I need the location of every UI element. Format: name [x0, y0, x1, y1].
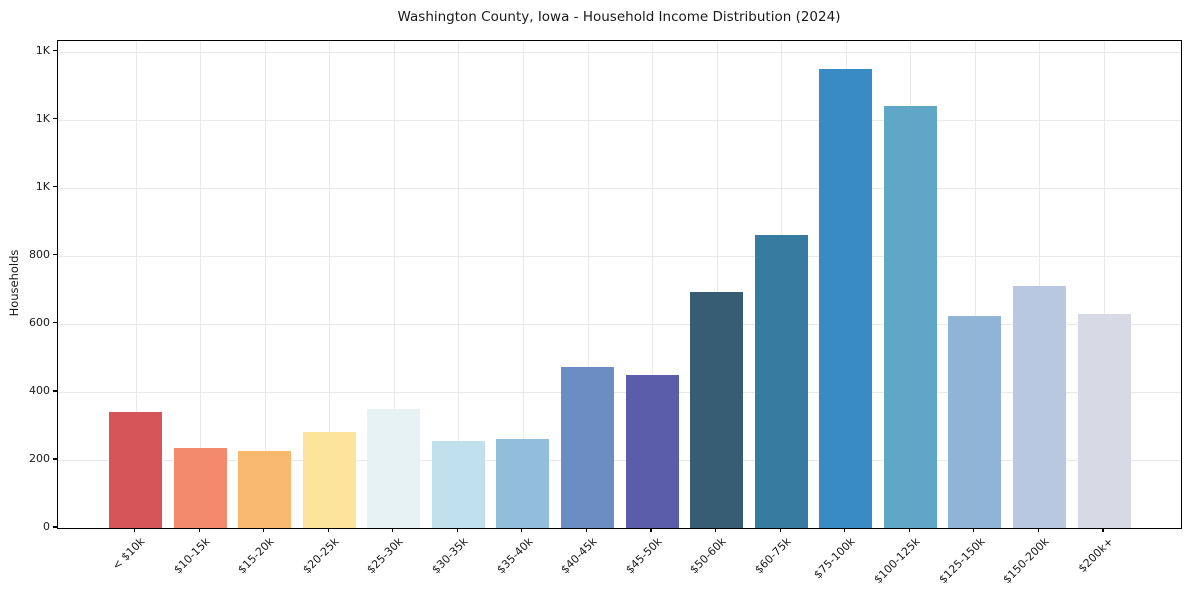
y-tick-mark [53, 390, 57, 392]
gridline-horizontal [58, 392, 1181, 393]
y-tick-mark [53, 526, 57, 528]
gridline-vertical [652, 41, 653, 528]
x-tick-label: $25-30k [364, 535, 407, 577]
chart-title: Washington County, Iowa - Household Inco… [397, 9, 841, 25]
bar-200k [1077, 313, 1131, 528]
y-tick-label: 0 [43, 520, 50, 533]
y-tick-label: 800 [29, 247, 50, 261]
x-tick-mark [263, 528, 265, 532]
gridline-horizontal [58, 119, 1181, 121]
gridline-vertical [522, 41, 524, 528]
x-tick-mark [392, 528, 394, 532]
bar-40-45k [561, 366, 614, 528]
gridline-horizontal [58, 51, 1181, 53]
x-tick-label: < $10k [110, 535, 148, 573]
gridline-horizontal [58, 187, 1181, 189]
bar-150-200k [1012, 285, 1066, 528]
gridline-vertical [200, 41, 202, 528]
x-tick-mark [456, 528, 458, 532]
x-tick-label: $10-15k [171, 535, 213, 577]
x-tick-label: $125-150k [935, 535, 988, 587]
bar-100-125k [883, 105, 937, 528]
x-tick-mark [908, 528, 910, 532]
x-tick-label: $30-35k [429, 535, 471, 577]
x-tick-mark [198, 528, 200, 532]
y-tick-label: 400 [29, 384, 50, 397]
gridline-vertical [264, 41, 266, 528]
bar-125-150k [948, 316, 1002, 528]
x-tick-mark [779, 528, 781, 532]
y-tick-mark [53, 50, 57, 52]
x-tick-mark [715, 528, 717, 532]
y-tick-mark [53, 458, 57, 460]
y-tick-mark [53, 254, 57, 256]
x-tick-label: $40-45k [558, 535, 600, 577]
gridline-vertical [716, 41, 718, 528]
y-tick-label: 1K [35, 111, 50, 125]
gridline-vertical [393, 41, 395, 528]
bar-10-15k [173, 447, 227, 528]
x-tick-mark [521, 528, 523, 532]
gridline-vertical [1039, 41, 1041, 528]
x-tick-mark [1037, 528, 1039, 532]
gridline-horizontal [58, 460, 1181, 461]
x-tick-label: $150-200k [1000, 535, 1052, 587]
bar-50-60k [690, 292, 744, 528]
y-tick-label: 1K [35, 43, 50, 57]
x-tick-label: $35-40k [493, 535, 536, 577]
y-tick-label: 1K [35, 179, 50, 193]
x-tick-mark [327, 528, 329, 532]
gridline-horizontal [58, 323, 1181, 325]
x-tick-label: $200k+ [1076, 535, 1117, 576]
bar-30-35k [431, 441, 485, 528]
x-tick-mark [1102, 528, 1104, 532]
x-tick-mark [973, 528, 975, 532]
bar-15-20k [238, 451, 292, 528]
x-tick-label: $45-50k [622, 535, 665, 577]
bar-45-50k [625, 374, 679, 528]
y-tick-mark [53, 118, 57, 120]
gridline-horizontal [58, 255, 1181, 257]
x-tick-mark [844, 528, 846, 532]
x-tick-label: $50-60k [687, 535, 729, 577]
bar-75-100k [819, 68, 873, 528]
bar-60-75k [754, 234, 808, 528]
gridline-vertical [587, 41, 589, 528]
x-tick-mark [133, 528, 136, 532]
x-tick-label: $100-125k [871, 535, 923, 587]
gridline-vertical [329, 41, 331, 528]
bar-25-30k [367, 409, 421, 528]
y-tick-label: 200 [29, 452, 50, 465]
gridline-vertical [1104, 41, 1105, 528]
bar-10k [109, 412, 162, 528]
x-tick-label: $20-25k [300, 535, 342, 577]
gridline-vertical [974, 41, 976, 528]
y-tick-mark [53, 322, 57, 324]
x-tick-mark [585, 528, 588, 532]
bar-35-40k [496, 438, 550, 528]
y-tick-label: 600 [29, 315, 50, 329]
y-tick-mark [53, 186, 57, 188]
plot-area [57, 40, 1182, 529]
bar-20-25k [302, 432, 356, 528]
x-tick-label: $60-75k [752, 535, 794, 577]
gridline-vertical [458, 41, 460, 528]
x-tick-label: $15-20k [235, 535, 277, 577]
x-tick-label: $75-100k [811, 535, 858, 582]
x-tick-mark [650, 528, 652, 532]
gridline-vertical [135, 41, 137, 528]
